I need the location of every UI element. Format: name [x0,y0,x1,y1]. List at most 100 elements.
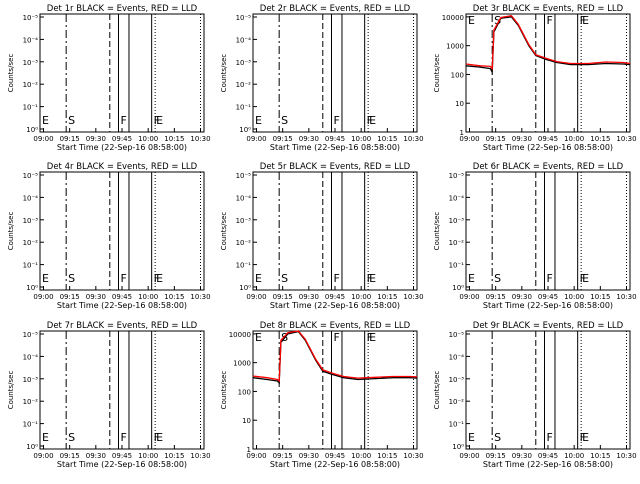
det-2-xlabel: Start Time (22-Sep-16 08:58:00) [270,143,400,152]
det-4-marker-label-1: S [68,272,75,285]
det-3-series-1 [465,14,631,71]
det-4-marker-label-5: F [154,272,160,285]
det-9-ytick-2: 10⁻² [449,398,465,406]
det-5-xtick-1: 09:15 [273,293,293,301]
det-7-xtick-0: 09:00 [33,452,53,460]
det-9-marker-label-0: E [468,431,475,444]
det-6-xtick-4: 10:00 [564,293,584,301]
det-9-ytick-0: 10⁰ [452,443,464,451]
det-5-xlabel: Start Time (22-Sep-16 08:58:00) [270,301,400,310]
det-8-marker-label-0: E [255,331,262,344]
det-5-ytick-3: 10⁻³ [236,217,252,225]
det-8-xtick-6: 10:30 [403,452,423,460]
det-5-ytick-4: 10⁻⁴ [236,194,252,202]
det-1-xtick-0: 09:00 [33,135,53,143]
det-3-marker-label-6: E [582,14,589,27]
det-7-ytick-4: 10⁻⁴ [23,353,39,361]
det-9-xtick-0: 09:00 [459,452,479,460]
det-6-marker-label-3: F [547,272,553,285]
det-5-xtick-3: 09:45 [325,293,345,301]
det-6-xtick-1: 09:15 [486,293,506,301]
det-3-ytick-0: 1 [460,129,464,137]
det-3-xtick-6: 10:30 [616,135,636,143]
det-3-marker-label-5: F [580,14,586,27]
det-2-ytick-3: 10⁻³ [236,59,252,67]
det-9-marker-label-1: S [494,431,501,444]
det-9-ytick-5: 10⁻⁵ [449,331,465,339]
det-7-ytick-3: 10⁻³ [23,376,39,384]
det-3-marker-label-1: S [494,14,501,27]
det-4-ytick-2: 10⁻² [23,239,39,247]
det-4-xtick-2: 09:30 [86,293,106,301]
det-9-xtick-3: 09:45 [538,452,558,460]
det-1-ytick-4: 10⁻⁴ [23,36,39,44]
det-6-xtick-2: 09:30 [512,293,532,301]
det-6-marker-label-6: E [582,272,589,285]
det-9-xtick-2: 09:30 [512,452,532,460]
det-7-title: Det 7r BLACK = Events, RED = LLD [47,321,198,331]
det-3-ytick-4: 10000 [442,14,464,22]
det-1-xtick-6: 10:30 [190,135,210,143]
det-1-marker-label-6: E [156,114,163,127]
det-2-ytick-5: 10⁻⁵ [236,14,252,22]
det-3-marker-label-0: E [468,14,475,27]
det-9-marker-label-6: E [582,431,589,444]
det-1-marker-label-0: E [42,114,49,127]
det-5-xtick-6: 10:30 [403,293,423,301]
det-4-ytick-4: 10⁻⁴ [23,194,39,202]
det-2-ytick-1: 10⁻¹ [236,104,252,112]
det-6-xtick-5: 10:15 [590,293,610,301]
det-8-ytick-2: 100 [238,388,251,396]
det-5-marker-label-0: E [255,272,262,285]
det-2-xtick-1: 09:15 [273,135,293,143]
det-8-xtick-3: 09:45 [325,452,345,460]
det-6-xtick-6: 10:30 [616,293,636,301]
det-5-ylabel: Counts/sec [220,212,228,251]
det-9-ytick-3: 10⁻³ [449,376,465,384]
det-1-xtick-3: 09:45 [112,135,132,143]
det-9-xtick-6: 10:30 [616,452,636,460]
det-8-xtick-0: 09:00 [246,452,266,460]
det-4-xtick-1: 09:15 [60,293,80,301]
det-5-ytick-1: 10⁻¹ [236,262,252,270]
det-9-ylabel: Counts/sec [433,371,441,410]
det-3-series-0 [465,16,631,75]
det-6-ytick-5: 10⁻⁵ [449,172,465,180]
det-5-xtick-0: 09:00 [246,293,266,301]
det-4-xtick-6: 10:30 [190,293,210,301]
det-9-title: Det 9r BLACK = Events, RED = LLD [473,321,624,331]
det-3-ytick-2: 100 [451,71,464,79]
det-1-title: Det 1r BLACK = Events, RED = LLD [47,4,198,14]
det-3-xtick-3: 09:45 [538,135,558,143]
det-6-marker-label-0: E [468,272,475,285]
det-1-marker-label-3: F [121,114,127,127]
det-8-ytick-4: 10000 [229,331,251,339]
det-3-xtick-4: 10:00 [564,135,584,143]
det-5-xtick-2: 09:30 [299,293,319,301]
det-7-xtick-4: 10:00 [138,452,158,460]
det-1-xtick-4: 10:00 [138,135,158,143]
det-3-marker-label-3: F [547,14,553,27]
det-3-ytick-3: 1000 [446,43,464,51]
det-3-ylabel: Counts/sec [433,54,441,93]
det-6-ytick-1: 10⁻¹ [449,262,465,270]
det-3-xlabel: Start Time (22-Sep-16 08:58:00) [483,143,613,152]
det-6-ytick-0: 10⁰ [452,284,464,292]
det-4-title: Det 4r BLACK = Events, RED = LLD [47,162,198,172]
det-7-xtick-2: 09:30 [86,452,106,460]
det-3-xtick-1: 09:15 [486,135,506,143]
det-3-xtick-5: 10:15 [590,135,610,143]
det-1-marker-label-5: F [154,114,160,127]
det-8-xtick-2: 09:30 [299,452,319,460]
det-8-xtick-5: 10:15 [377,452,397,460]
det-9-xtick-1: 09:15 [486,452,506,460]
det-1-xtick-5: 10:15 [164,135,184,143]
det-4-xtick-0: 09:00 [33,293,53,301]
det-9-xtick-4: 10:00 [564,452,584,460]
det-2-marker-label-1: S [281,114,288,127]
det-9-xtick-5: 10:15 [590,452,610,460]
det-6-ytick-2: 10⁻² [449,239,465,247]
det-5-marker-label-3: F [334,272,340,285]
det-4-xlabel: Start Time (22-Sep-16 08:58:00) [57,301,187,310]
